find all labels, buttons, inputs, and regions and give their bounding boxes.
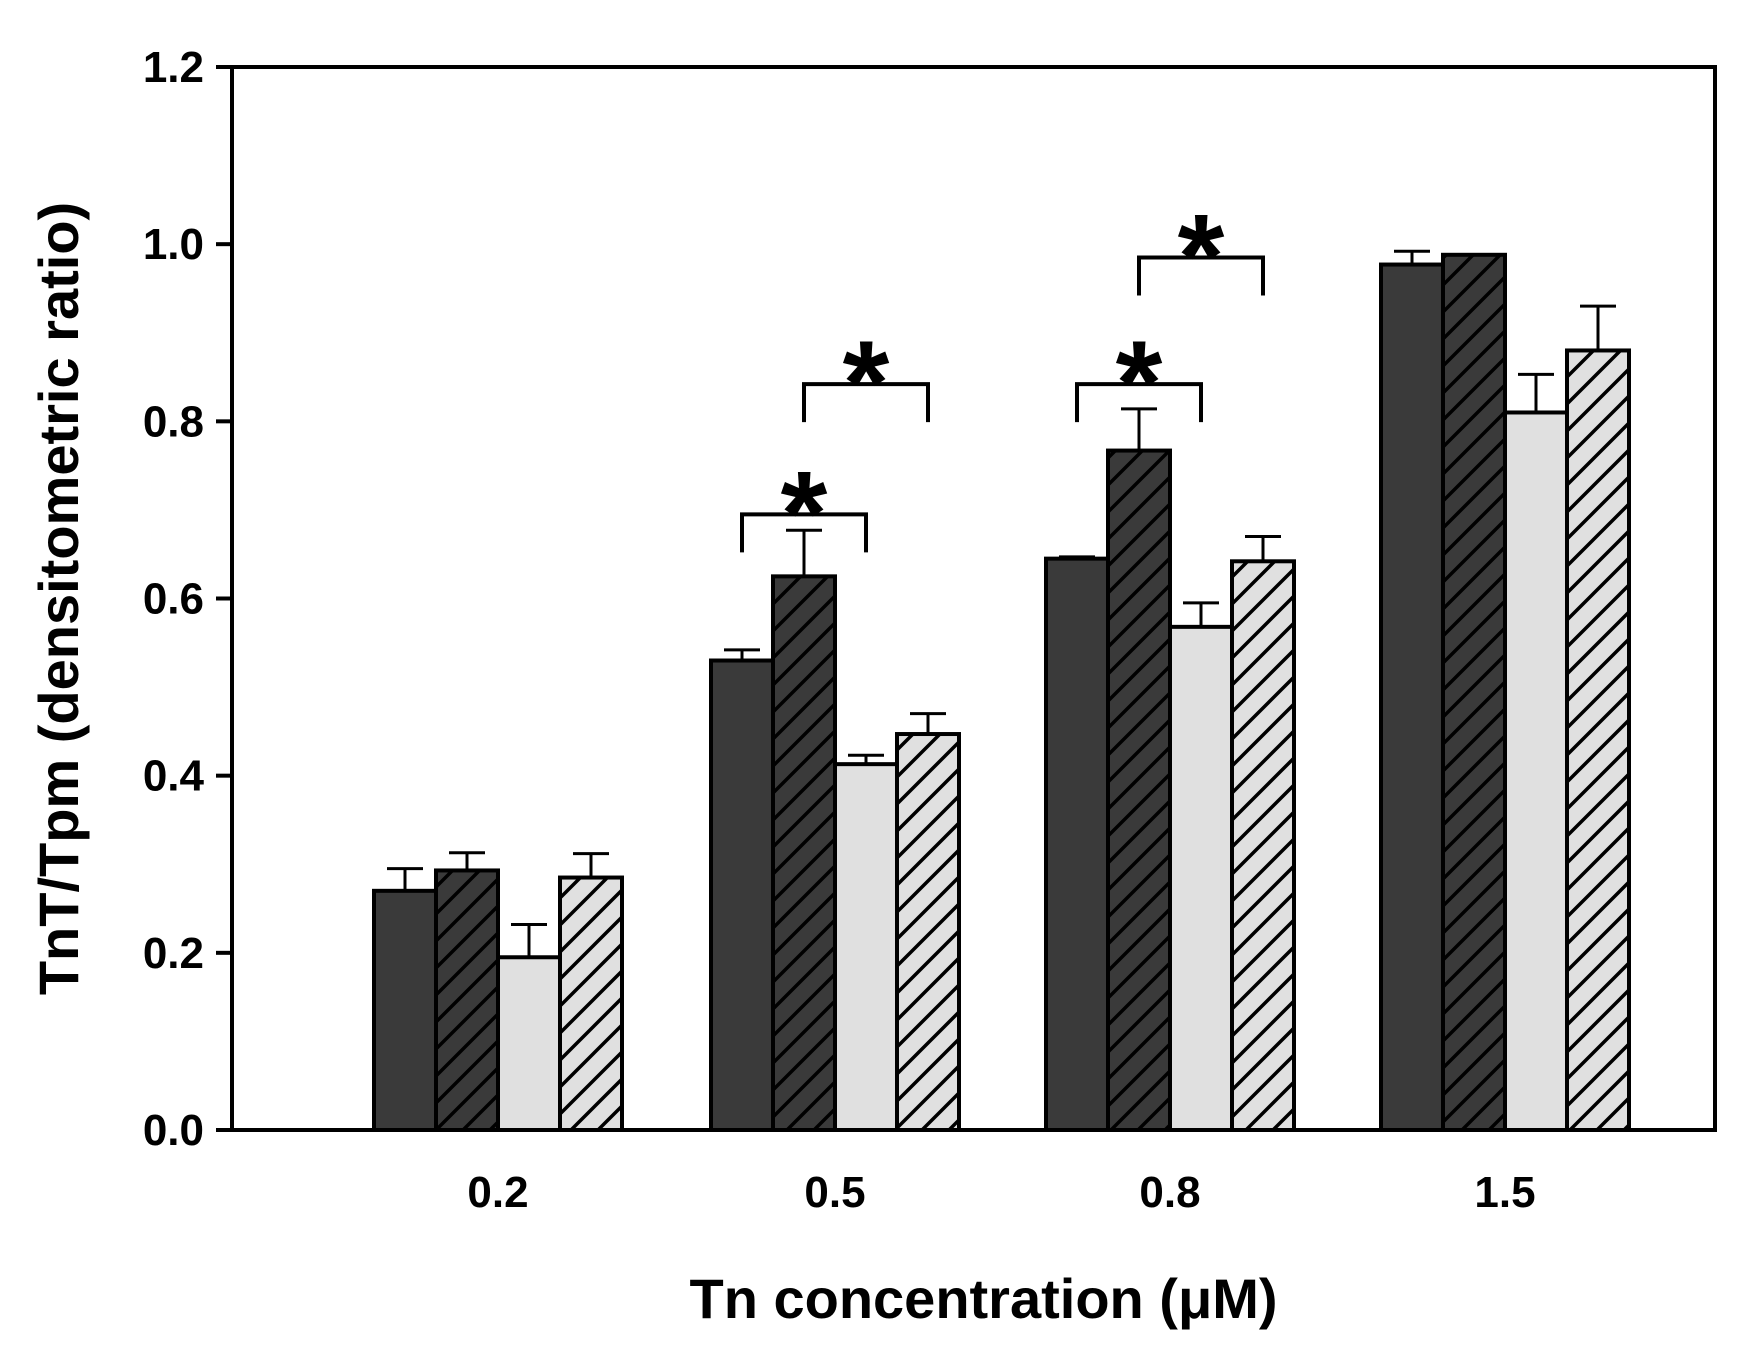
error-bars-layer bbox=[387, 249, 1616, 958]
error-bar-series-2-cat-0.5 bbox=[786, 528, 822, 577]
x-tick-label: 0.5 bbox=[804, 1168, 865, 1217]
error-bar-series-1-cat-0.2 bbox=[387, 867, 423, 891]
bar-series-2-cat-0.5 bbox=[771, 574, 837, 1132]
error-bar-series-1-cat-0.5 bbox=[724, 648, 760, 661]
x-tick-label: 0.8 bbox=[1139, 1168, 1200, 1217]
significance-bracket: * bbox=[740, 446, 868, 580]
significance-star: * bbox=[1178, 189, 1225, 323]
error-bar-series-1-cat-0.8 bbox=[1059, 555, 1095, 559]
error-bar-series-4-cat-0.8 bbox=[1245, 534, 1281, 562]
error-bar-series-3-cat-0.5 bbox=[848, 753, 884, 765]
y-tick-label: 0.0 bbox=[143, 1106, 204, 1155]
bars-layer bbox=[372, 252, 1631, 1133]
bar-series-3-cat-1.5 bbox=[1503, 410, 1569, 1133]
error-bar-series-3-cat-0.8 bbox=[1183, 601, 1219, 627]
bar-series-2-cat-0.2 bbox=[434, 868, 500, 1132]
bar-series-1-cat-1.5 bbox=[1379, 262, 1445, 1132]
bar-series-2-cat-1.5 bbox=[1441, 252, 1507, 1132]
significance-star: * bbox=[843, 316, 890, 450]
error-bar-series-4-cat-0.2 bbox=[573, 852, 609, 878]
error-bar-series-3-cat-0.2 bbox=[511, 922, 547, 958]
bar-series-2-cat-0.8 bbox=[1106, 448, 1172, 1132]
bar-series-1-cat-0.2 bbox=[372, 888, 438, 1133]
y-tick-label: 0.2 bbox=[143, 929, 204, 978]
bar-series-1-cat-0.5 bbox=[709, 658, 775, 1133]
significance-bracket: * bbox=[1137, 189, 1265, 323]
x-tick-label: 1.5 bbox=[1474, 1168, 1535, 1217]
bar-series-3-cat-0.2 bbox=[496, 955, 562, 1133]
significance-bracket: * bbox=[802, 316, 930, 450]
significance-star: * bbox=[781, 446, 828, 580]
bracket-line bbox=[1137, 255, 1265, 296]
y-tick-label: 0.8 bbox=[143, 397, 204, 446]
bar-series-4-cat-0.2 bbox=[558, 875, 624, 1132]
bar-series-4-cat-0.8 bbox=[1230, 559, 1296, 1132]
error-bar-series-4-cat-1.5 bbox=[1580, 304, 1616, 351]
x-axis-title: Tn concentration (μM) bbox=[690, 1267, 1278, 1330]
bracket-line bbox=[1075, 382, 1203, 423]
y-axis-title: TnT/Tpm (densitometric ratio) bbox=[27, 202, 90, 995]
x-axis-ticks: 0.2 0.5 0.8 1.5 bbox=[467, 1168, 1535, 1217]
error-bar-series-3-cat-1.5 bbox=[1518, 372, 1554, 413]
error-bar-series-1-cat-1.5 bbox=[1394, 249, 1430, 265]
y-tick-label: 0.6 bbox=[143, 575, 204, 624]
error-bar-series-2-cat-0.8 bbox=[1121, 407, 1157, 451]
bracket-line bbox=[740, 512, 868, 553]
significance-bracket: * bbox=[1075, 316, 1203, 450]
y-axis-ticks: 0.0 0.2 0.4 0.6 0.8 1.0 1.2 bbox=[143, 43, 232, 1155]
y-tick-label: 1.0 bbox=[143, 220, 204, 269]
y-tick-label: 0.4 bbox=[143, 752, 205, 801]
error-bar-series-2-cat-0.2 bbox=[449, 851, 485, 871]
bar-series-1-cat-0.8 bbox=[1044, 556, 1110, 1132]
bracket-line bbox=[802, 382, 930, 423]
significance-brackets-layer: ** ** bbox=[740, 189, 1265, 580]
bar-series-3-cat-0.8 bbox=[1168, 624, 1234, 1132]
bar-series-4-cat-0.5 bbox=[895, 732, 961, 1132]
significance-star: * bbox=[1116, 316, 1163, 450]
x-tick-label: 0.2 bbox=[467, 1168, 528, 1217]
error-bar-series-4-cat-0.5 bbox=[910, 712, 946, 735]
bar-series-3-cat-0.5 bbox=[833, 762, 899, 1132]
y-tick-label: 1.2 bbox=[143, 43, 204, 92]
bar-series-4-cat-1.5 bbox=[1565, 348, 1631, 1132]
